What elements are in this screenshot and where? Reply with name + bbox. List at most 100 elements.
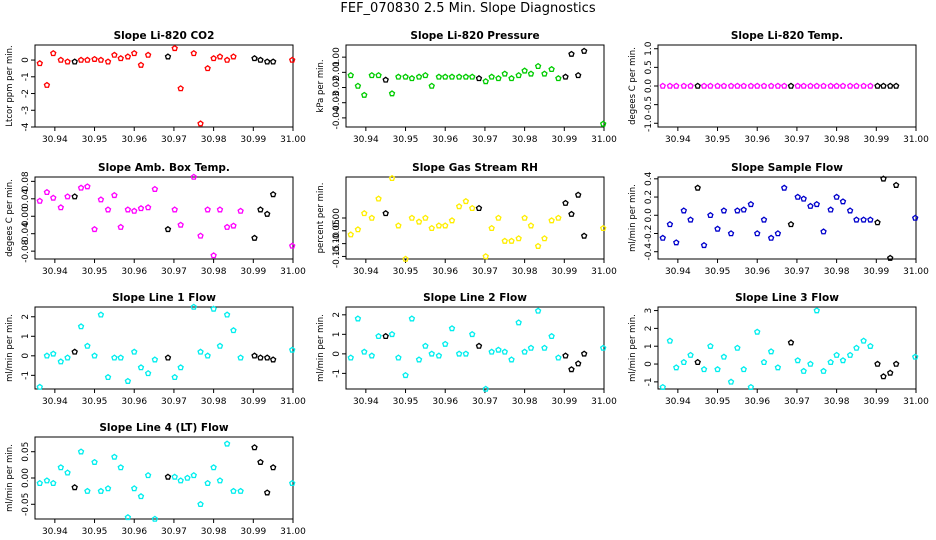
data-point-primary bbox=[548, 217, 555, 224]
data-point-primary bbox=[415, 218, 423, 225]
data-point-primary bbox=[347, 71, 355, 79]
x-tick-label: 30.98 bbox=[201, 267, 227, 277]
plot-frame bbox=[657, 306, 917, 390]
x-tick-label: 30.95 bbox=[705, 135, 731, 145]
data-point-primary bbox=[361, 348, 368, 355]
data-point-primary bbox=[867, 216, 874, 223]
panel-5: Slope Gas Stream RH 30.94 30.95 30.96 30.97 3… bbox=[316, 162, 617, 277]
data-point-primary bbox=[408, 315, 416, 322]
data-point-primary bbox=[734, 82, 741, 89]
data-point-secondary bbox=[568, 210, 575, 217]
data-point-primary bbox=[839, 198, 847, 205]
y-tick-label: -0.03 bbox=[332, 91, 342, 114]
data-point-primary bbox=[57, 204, 65, 211]
data-point-primary bbox=[714, 365, 721, 373]
data-point-secondary bbox=[892, 360, 900, 367]
data-point-primary bbox=[50, 479, 57, 487]
y-axis-label: kPa per min. bbox=[316, 59, 326, 112]
data-point-primary bbox=[659, 234, 667, 241]
data-point-secondary bbox=[892, 181, 900, 188]
data-point-primary bbox=[753, 328, 761, 335]
data-point-primary bbox=[753, 82, 761, 89]
data-point-primary bbox=[288, 242, 296, 249]
data-point-secondary bbox=[71, 58, 78, 65]
data-point-primary bbox=[774, 230, 782, 237]
data-point-primary bbox=[210, 252, 217, 259]
y-axis-label: Ltcor ppm per min. bbox=[5, 45, 15, 126]
data-point-primary bbox=[700, 365, 708, 373]
data-point-primary bbox=[707, 211, 714, 219]
data-point-primary bbox=[104, 58, 112, 65]
data-point-primary bbox=[839, 357, 847, 364]
data-point-primary bbox=[860, 82, 867, 89]
data-point-primary bbox=[673, 82, 680, 89]
y-tick-label: 0 bbox=[332, 351, 342, 357]
x-tick-label: 30.95 bbox=[82, 267, 108, 277]
data-point-primary bbox=[800, 367, 807, 374]
x-tick-label: 31.00 bbox=[280, 397, 306, 407]
data-point-primary bbox=[462, 197, 470, 205]
data-point-primary bbox=[515, 319, 522, 326]
data-point-primary bbox=[734, 207, 741, 214]
data-point-primary bbox=[151, 515, 159, 522]
data-point-primary bbox=[659, 383, 667, 390]
data-point-primary bbox=[455, 350, 463, 357]
y-tick-label: -1 bbox=[332, 369, 342, 378]
data-point-primary bbox=[707, 82, 714, 89]
panel-title: Slope Li-820 Temp. bbox=[731, 30, 843, 42]
data-point-primary bbox=[151, 356, 159, 363]
data-point-secondary bbox=[251, 234, 258, 241]
data-point-primary bbox=[223, 56, 231, 63]
data-point-primary bbox=[354, 226, 362, 233]
y-tick-label: -0.05 bbox=[332, 219, 342, 242]
y-tick-label: 1 bbox=[332, 331, 342, 337]
data-point-primary bbox=[57, 358, 65, 365]
x-tick-label: 31.00 bbox=[280, 135, 306, 145]
data-point-primary bbox=[555, 214, 562, 221]
y-tick-label: -1 bbox=[644, 377, 654, 386]
data-point-primary bbox=[388, 90, 396, 97]
data-point-primary bbox=[402, 255, 409, 262]
data-point-primary bbox=[807, 82, 814, 89]
data-point-primary bbox=[388, 330, 396, 338]
data-point-primary bbox=[151, 185, 159, 192]
x-tick-label: 30.95 bbox=[393, 135, 419, 145]
data-point-primary bbox=[714, 82, 721, 89]
data-point-primary bbox=[673, 239, 680, 246]
data-point-primary bbox=[541, 235, 548, 242]
data-point-primary bbox=[747, 82, 755, 89]
data-point-primary bbox=[124, 206, 132, 213]
data-point-primary bbox=[468, 330, 476, 338]
data-point-secondary bbox=[562, 73, 569, 80]
y-axis-label: ml/min per min. bbox=[628, 314, 638, 382]
data-point-primary bbox=[501, 348, 509, 355]
data-point-primary bbox=[91, 458, 98, 465]
data-point-primary bbox=[555, 75, 562, 82]
data-point-primary bbox=[204, 479, 211, 487]
x-tick-label: 30.96 bbox=[121, 135, 147, 145]
x-tick-label: 30.99 bbox=[551, 397, 577, 407]
data-point-primary bbox=[666, 337, 674, 344]
data-point-primary bbox=[84, 56, 91, 63]
data-point-primary bbox=[767, 234, 775, 241]
x-tick-label: 30.95 bbox=[82, 135, 108, 145]
data-point-primary bbox=[727, 230, 735, 237]
data-point-primary bbox=[57, 56, 65, 63]
data-point-primary bbox=[395, 354, 402, 361]
data-point-primary bbox=[97, 196, 105, 203]
data-point-secondary bbox=[580, 350, 588, 357]
data-point-primary bbox=[124, 377, 132, 384]
data-point-primary bbox=[860, 337, 867, 344]
y-tick-label: 0.0 bbox=[644, 208, 654, 223]
panel-10: Slope Line 4 (LT) Flow 30.94 30.95 30.96 30.… bbox=[5, 422, 306, 537]
data-point-primary bbox=[368, 71, 376, 79]
data-point-primary bbox=[508, 75, 515, 82]
data-point-primary bbox=[84, 183, 91, 190]
data-point-primary bbox=[144, 369, 152, 377]
y-tick-label: -0.15 bbox=[332, 245, 342, 268]
data-point-primary bbox=[767, 348, 775, 355]
data-point-secondary bbox=[886, 254, 894, 261]
data-point-primary bbox=[91, 225, 98, 233]
data-point-primary bbox=[428, 224, 435, 232]
x-tick-label: 31.00 bbox=[280, 267, 306, 277]
